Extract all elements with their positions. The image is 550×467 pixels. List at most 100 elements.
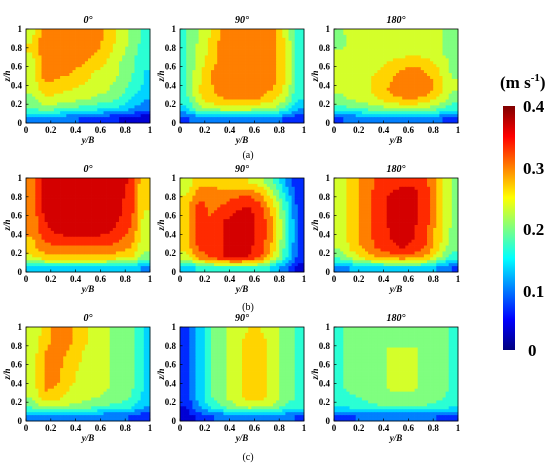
heatmap-cell: [214, 108, 218, 112]
heatmap-cell: [97, 230, 101, 235]
heatmap-cell: [294, 114, 299, 118]
heatmap-cell: [72, 117, 76, 121]
heatmap-cell: [439, 73, 443, 77]
heatmap-cell: [334, 70, 338, 74]
heatmap-cell: [220, 117, 224, 121]
heatmap-cell: [115, 70, 120, 74]
heatmap-cell: [119, 120, 123, 124]
heatmap-cell: [238, 78, 243, 83]
heatmap-cell: [408, 78, 412, 83]
heatmap-cell: [60, 192, 64, 196]
heatmap-cell: [112, 93, 117, 97]
heatmap-cell: [207, 43, 212, 47]
heatmap-cell: [180, 40, 184, 45]
heatmap-cell: [78, 178, 83, 182]
heatmap-cell: [248, 105, 252, 109]
heatmap-cell: [44, 248, 49, 252]
heatmap-cell: [405, 76, 409, 80]
heatmap-cell: [41, 37, 45, 42]
heatmap-cell: [285, 120, 289, 124]
heatmap-cell: [97, 114, 101, 118]
heatmap-cell: [238, 117, 243, 121]
heatmap-cell: [417, 67, 422, 71]
heatmap-cell: [137, 222, 142, 226]
heatmap-cell: [386, 84, 391, 89]
heatmap-cell: [232, 81, 237, 86]
x-tick-label: 1: [456, 125, 461, 135]
heatmap-cell: [451, 87, 456, 92]
heatmap-cell: [94, 55, 98, 59]
heatmap-cell: [254, 64, 258, 68]
heatmap-cell: [448, 73, 453, 77]
heatmap-cell: [408, 99, 412, 103]
heatmap-cell: [131, 70, 135, 74]
heatmap-cell: [414, 49, 419, 53]
y-tick-label: 0.2: [165, 99, 177, 109]
heatmap-cell: [137, 210, 142, 214]
heatmap-cell: [411, 111, 415, 115]
heatmap-cell: [106, 55, 111, 59]
heatmap-cell: [180, 70, 184, 74]
heatmap-cell: [106, 204, 111, 208]
heatmap-cell: [417, 90, 422, 94]
heatmap-cell: [109, 93, 114, 97]
heatmap-cell: [69, 78, 73, 83]
heatmap-cell: [377, 117, 381, 121]
heatmap-cell: [143, 236, 148, 241]
heatmap-cell: [389, 111, 394, 115]
heatmap-cell: [26, 73, 30, 77]
heatmap-cell: [377, 81, 381, 86]
heatmap-cell: [140, 204, 145, 208]
heatmap-cell: [374, 117, 378, 121]
heatmap-cell: [433, 114, 437, 118]
heatmap-cell: [57, 120, 61, 124]
heatmap-cell: [100, 78, 104, 83]
heatmap-cell: [226, 99, 230, 103]
heatmap-cell: [78, 49, 83, 53]
heatmap-cell: [119, 114, 123, 118]
heatmap-cell: [72, 111, 76, 115]
heatmap-cell: [389, 99, 394, 103]
heatmap-cell: [66, 239, 70, 243]
heatmap-cell: [214, 87, 218, 92]
heatmap-cell: [75, 236, 80, 241]
heatmap-cell: [300, 73, 305, 77]
heatmap-cell: [288, 61, 292, 65]
heatmap-cell: [276, 37, 280, 42]
heatmap-cell: [396, 73, 400, 77]
heatmap-cell: [291, 96, 296, 100]
heatmap-cell: [235, 29, 240, 33]
heatmap-cell: [417, 99, 422, 103]
heatmap-cell: [47, 81, 52, 86]
heatmap-cell: [257, 87, 261, 92]
heatmap-cell: [291, 114, 296, 118]
heatmap-cell: [291, 76, 296, 80]
heatmap-cell: [294, 52, 299, 56]
heatmap-cell: [257, 96, 261, 100]
heatmap-cell: [94, 207, 98, 211]
heatmap-cell: [100, 222, 104, 226]
heatmap-cell: [355, 93, 360, 97]
heatmap-cell: [186, 49, 190, 53]
heatmap-cell: [66, 213, 70, 217]
heatmap-panel: 90°0 0.2 0.4 0.6 0.8 100.20.40.60.81y/Bz/h: [156, 15, 307, 145]
heatmap-cell: [195, 37, 199, 42]
heatmap-cell: [38, 248, 42, 252]
heatmap-cell: [220, 105, 224, 109]
heatmap-cell: [119, 29, 123, 33]
heatmap-cell: [72, 76, 76, 80]
heatmap-cell: [358, 111, 363, 115]
heatmap-cell: [297, 108, 302, 112]
heatmap-cell: [60, 87, 64, 92]
heatmap-cell: [44, 242, 49, 246]
heatmap-cell: [35, 43, 39, 47]
heatmap-cell: [119, 61, 123, 65]
heatmap-cell: [294, 58, 299, 62]
heatmap-cell: [115, 233, 120, 238]
heatmap-cell: [238, 31, 243, 36]
heatmap-cell: [183, 76, 187, 80]
heatmap-cell: [346, 46, 350, 50]
heatmap-cell: [451, 105, 456, 109]
heatmap-cell: [214, 102, 218, 106]
heatmap-cell: [448, 46, 453, 50]
